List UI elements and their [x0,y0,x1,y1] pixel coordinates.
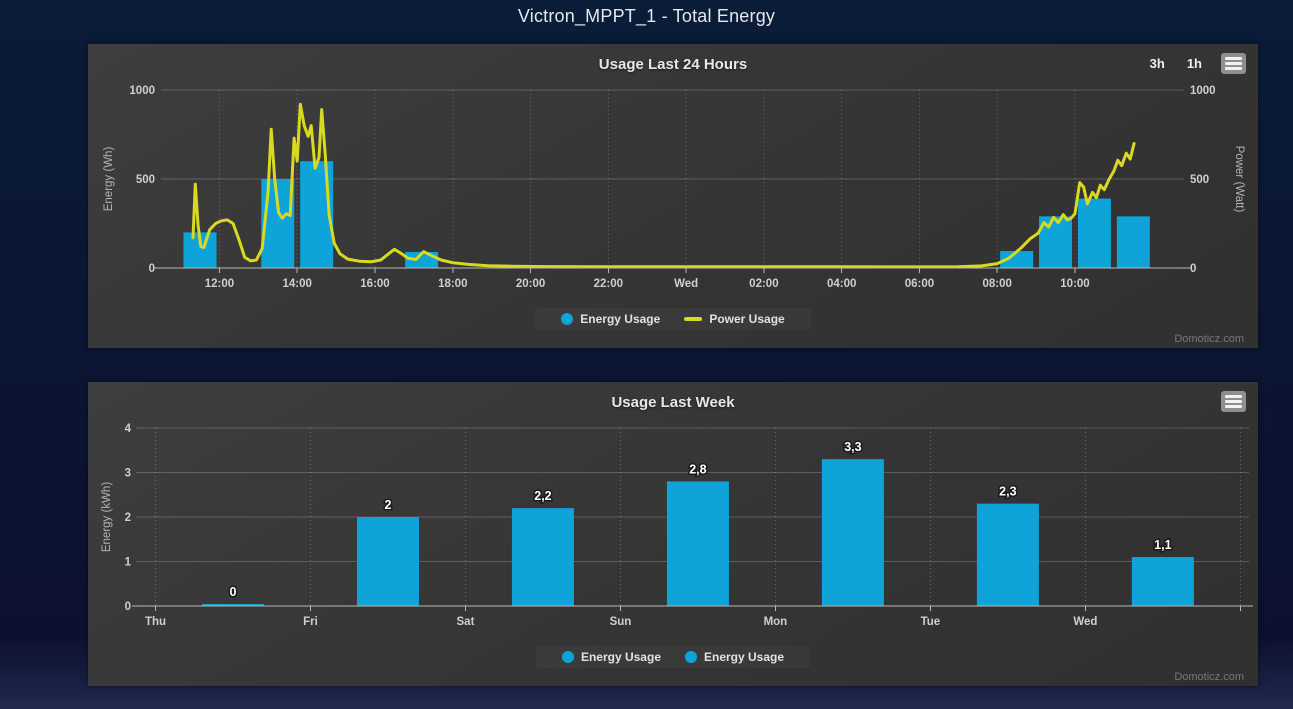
burger-bar [1225,62,1242,65]
axis-label: 0 [1190,263,1196,275]
axis-label: 4 [125,423,132,435]
y-axis-title: Energy (kWh) [101,482,113,552]
legend-label: Power Usage [709,312,785,326]
energy-bar[interactable] [511,508,574,606]
bar-value-label: 1,1 [1154,538,1171,552]
range-button-1h[interactable]: 1h [1186,56,1202,71]
usage-24h-toolbar: 3h 1h [1147,53,1246,74]
burger-bar [1225,395,1242,398]
y-axis-title-left: Energy (Wh) [103,147,115,212]
domoticz-watermark: Domoticz.com [1174,333,1244,345]
axis-label: Wed [674,278,698,290]
energy-bar[interactable] [976,503,1039,606]
burger-bar [1225,400,1242,403]
axis-label: 16:00 [360,278,389,290]
energy-bar[interactable] [1131,557,1194,606]
axis-label: 1000 [1190,85,1216,97]
usage-24h-panel: Usage Last 24 Hours 3h 1h 12:00 14:00 16:00… [88,44,1258,348]
usage-24h-legend: Energy Usage Power Usage [88,308,1258,330]
power-line[interactable] [191,102,1136,269]
axis-label: Thu [145,616,166,628]
axis-label: 20:00 [516,278,545,290]
burger-bar [1225,57,1242,60]
usage-week-title: Usage Last Week [611,394,735,411]
legend-label: Energy Usage [580,650,661,664]
energy-bar[interactable] [1077,198,1111,268]
chart-menu-icon[interactable] [1221,391,1246,412]
legend-item[interactable]: Energy Usage [561,312,660,326]
energy-bar[interactable] [356,517,419,606]
axis-label: 02:00 [749,278,778,290]
axis-label: 0 [149,263,155,275]
usage-24h-chart: 12:00 14:00 16:00 18:00 20:00 22:00 Wed 02:00 04… [103,85,1245,290]
legend-label: Energy Usage [580,312,661,326]
axis-label: 14:00 [283,278,312,290]
axis-label: 06:00 [905,278,934,290]
line-marker-icon [684,317,703,321]
axis-label: 0 [125,601,131,613]
energy-bar[interactable] [201,604,264,606]
usage-week-legend: Energy Usage Energy Usage [88,646,1258,668]
circle-marker-icon [561,313,574,325]
axis-label: 1000 [129,85,155,97]
range-buttons: 3h 1h [1147,54,1205,73]
energy-bar[interactable] [666,481,729,606]
range-button-3h[interactable]: 3h [1149,56,1165,71]
axis-label: Tue [921,616,941,628]
axis-label: 12:00 [205,278,234,290]
axis-label: Sun [610,616,632,628]
axis-label: 10:00 [1060,278,1089,290]
axis-label: 22:00 [594,278,623,290]
circle-marker-icon [561,651,574,663]
axis-label: 1 [125,557,132,569]
axis-label: 2 [125,512,131,524]
legend-label: Energy Usage [704,650,785,664]
axis-label: 3 [125,468,131,480]
axis-label: 18:00 [438,278,467,290]
legend-box: Energy Usage Energy Usage [536,646,810,668]
burger-bar [1225,405,1242,408]
bar-value-label: 3,3 [844,440,861,454]
axis-label: 500 [136,174,155,186]
axis-label: Sat [457,616,475,628]
usage-week-panel: Usage Last Week 0 2 2,2 2,8 3,3 2,3 1,1 Thu Fri S… [88,382,1258,686]
legend-box: Energy Usage Power Usage [535,308,810,330]
usage-week-chart: 0 2 2,2 2,8 3,3 2,3 1,1 Thu Fri Sat Sun Mon Tue Wed 0 1… [101,423,1253,628]
axis-label: Fri [303,616,318,628]
y-axis-title-right: Power (Watt) [1233,146,1245,213]
page-title: Victron_MPPT_1 - Total Energy [517,6,776,26]
axis-label: 04:00 [827,278,856,290]
axis-label: 500 [1190,174,1209,186]
bar-value-label: 2,3 [999,485,1016,499]
legend-item[interactable]: Energy Usage [561,650,661,664]
bar-value-label: 2 [384,498,391,512]
energy-bar[interactable] [1116,216,1150,268]
usage-week-toolbar [1221,391,1246,412]
axis-label: 08:00 [983,278,1012,290]
axis-label: Wed [1073,616,1097,628]
axis-label: Mon [764,616,788,628]
chart-menu-icon[interactable] [1221,53,1246,74]
circle-marker-icon [685,651,697,663]
domoticz-watermark: Domoticz.com [1174,671,1244,683]
energy-bar[interactable] [1000,251,1034,268]
usage-24h-title: Usage Last 24 Hours [598,56,748,73]
energy-bar[interactable] [821,459,884,606]
bar-value-label: 2,8 [689,462,706,476]
bar-value-label: 0 [230,585,237,599]
legend-item[interactable]: Energy Usage [685,650,784,664]
bar-value-label: 2,2 [534,489,551,503]
legend-item[interactable]: Power Usage [684,312,785,326]
burger-bar [1225,67,1242,70]
